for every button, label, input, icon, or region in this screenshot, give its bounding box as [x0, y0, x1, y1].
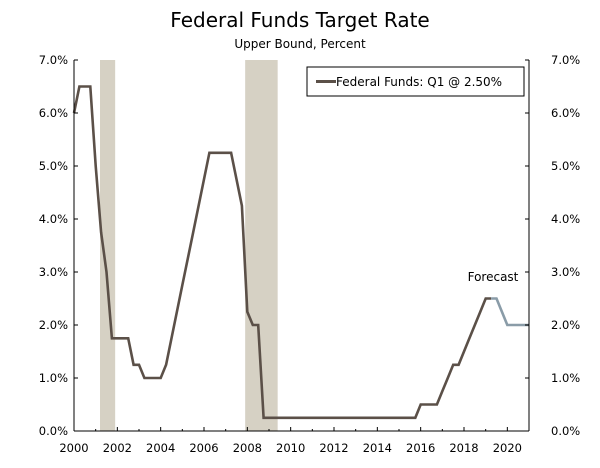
- x-tick-label: 2020: [493, 441, 522, 455]
- x-tick-label: 2008: [233, 441, 262, 455]
- recession-bands: [100, 60, 278, 431]
- x-tick-label: 2018: [449, 441, 478, 455]
- chart-subtitle: Upper Bound, Percent: [234, 37, 366, 51]
- chart-title: Federal Funds Target Rate: [170, 8, 429, 32]
- y-tick-label-left: 1.0%: [39, 371, 68, 385]
- x-tick-label: 2004: [146, 441, 175, 455]
- axes: [73, 59, 530, 432]
- legend-box: [306, 66, 525, 97]
- forecast-annotation: Forecast: [468, 270, 519, 284]
- y-tick-label-left: 2.0%: [39, 318, 68, 332]
- x-tick-label: 2014: [363, 441, 392, 455]
- legend: Federal Funds: Q1 @ 2.50%: [306, 66, 525, 97]
- forecast-line: [491, 297, 529, 327]
- x-tick-label: 2006: [189, 441, 218, 455]
- y-tick-label-right: 6.0%: [551, 106, 580, 120]
- x-tick-labels: 2000 2002 2004 2006 2008 2010 2012 2014 2016 2018…: [59, 441, 522, 455]
- y-tick-label-right: 2.0%: [551, 318, 580, 332]
- y-tick-label-left: 5.0%: [39, 159, 68, 173]
- y-tick-label-right: 1.0%: [551, 371, 580, 385]
- x-tick-label: 2010: [276, 441, 305, 455]
- y-tick-label-right: 5.0%: [551, 159, 580, 173]
- federal-funds-line: [72, 85, 492, 420]
- y-tick-label-left: 7.0%: [39, 53, 68, 67]
- y-tick-label-left: 3.0%: [39, 265, 68, 279]
- x-tick-label: 2016: [406, 441, 435, 455]
- y-tick-label-left: 0.0%: [39, 424, 68, 438]
- y-tick-label-right: 4.0%: [551, 212, 580, 226]
- y-tick-label-left: 4.0%: [39, 212, 68, 226]
- y-tick-label-right: 3.0%: [551, 265, 580, 279]
- y-tick-label-left: 6.0%: [39, 106, 68, 120]
- legend-label-federal-funds: Federal Funds: Q1 @ 2.50%: [336, 75, 502, 89]
- series-lines: [72, 85, 529, 420]
- x-tick-label: 2000: [59, 441, 88, 455]
- right-y-tick-labels: 0.0% 1.0% 2.0% 3.0% 4.0% 5.0% 6.0% 7.0%: [551, 53, 580, 438]
- y-tick-label-right: 0.0%: [551, 424, 580, 438]
- y-tick-label-right: 7.0%: [551, 53, 580, 67]
- left-y-tick-labels: 0.0% 1.0% 2.0% 3.0% 4.0% 5.0% 6.0% 7.0%: [39, 53, 68, 438]
- x-tick-label: 2012: [319, 441, 348, 455]
- x-tick-label: 2002: [103, 441, 132, 455]
